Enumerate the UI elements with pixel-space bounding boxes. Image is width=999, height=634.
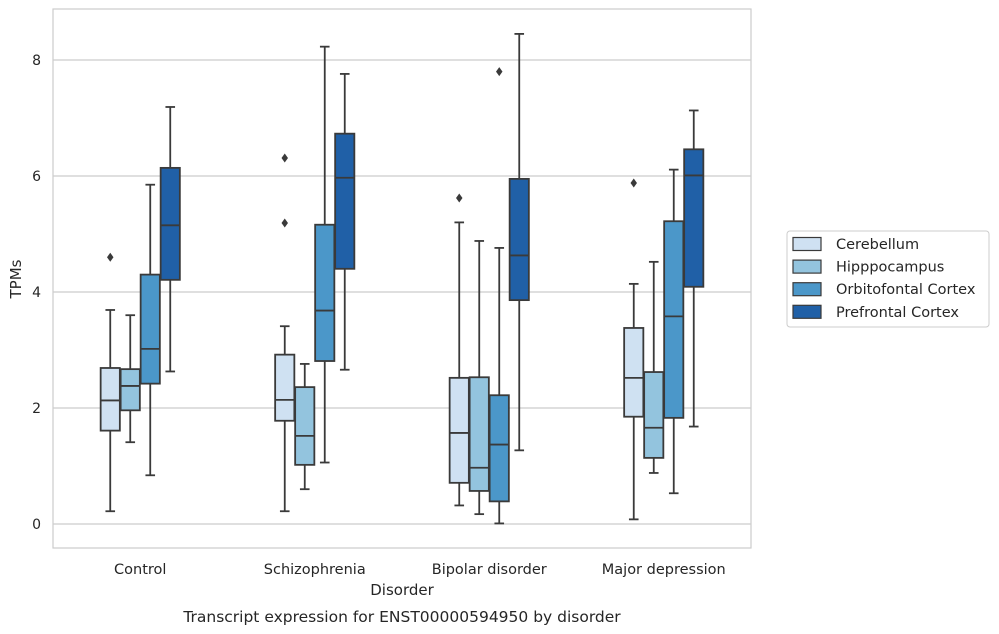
outlier-point (281, 218, 288, 228)
box-body (314, 223, 336, 362)
box-2-1 (468, 240, 490, 516)
box-3-2 (663, 168, 685, 495)
box-0-2 (139, 183, 161, 477)
box-2-0 (448, 193, 470, 507)
legend-swatch (792, 304, 822, 319)
y-axis-label: TPMs (7, 259, 25, 299)
legend-label: Cerebellum (836, 237, 919, 253)
outlier-point (630, 178, 637, 188)
box-body (643, 371, 665, 459)
x-axis-ticks: Control Schizophrenia Bipolar disorder Majo… (114, 562, 726, 578)
y-tick-label: 0 (32, 517, 41, 533)
box-1-2 (314, 45, 336, 464)
box-0-1 (119, 314, 141, 444)
box-2-3 (508, 33, 530, 452)
box-0-3 (159, 106, 181, 373)
x-axis-label: Disorder (370, 581, 434, 599)
legend-swatch (792, 236, 822, 252)
box-1-3 (334, 73, 356, 371)
outlier-point (107, 252, 114, 262)
y-axis-ticks: 0 2 4 6 8 (32, 53, 41, 533)
box-1-0 (274, 153, 296, 513)
box-body (274, 353, 296, 422)
plot-frame (52, 8, 752, 549)
y-tick-label: 4 (32, 285, 41, 301)
box-body (468, 376, 490, 492)
x-tick-label: Schizophrenia (264, 562, 366, 578)
box-body (139, 273, 161, 385)
y-tick-label: 8 (32, 53, 41, 69)
legend-label: Hipppocampus (836, 260, 944, 276)
box-body (334, 132, 356, 270)
box-body (119, 368, 141, 412)
legend-frame (786, 230, 990, 328)
box-1-1 (294, 363, 316, 491)
legend-label: Prefrontal Cortex (836, 305, 959, 321)
box-body (663, 220, 685, 419)
y-tick-label: 2 (32, 401, 41, 417)
box-body (623, 327, 645, 418)
box-body (508, 177, 530, 302)
boxes-layer (99, 33, 705, 525)
box-body (448, 376, 470, 484)
outlier-point (281, 153, 288, 163)
box-3-3 (683, 109, 705, 428)
x-tick-label: Major depression (602, 562, 726, 578)
legend-label: Orbitofontal Cortex (836, 282, 976, 298)
box-body (683, 148, 705, 288)
outlier-point (456, 193, 463, 203)
legend: Cerebellum Hipppocampus Orbitofontal Corte… (786, 230, 990, 328)
box-body (488, 394, 510, 503)
x-tick-label: Bipolar disorder (432, 562, 547, 578)
box-body (159, 166, 181, 281)
outlier-point (496, 67, 503, 77)
y-tick-label: 6 (32, 169, 41, 185)
box-body (99, 367, 121, 432)
x-tick-label: Control (114, 562, 166, 578)
legend-swatch (792, 259, 822, 274)
box-body (294, 386, 316, 466)
box-3-0 (623, 178, 645, 521)
chart-caption: Transcript expression for ENST0000059495… (182, 608, 621, 626)
box-2-2 (488, 67, 510, 525)
box-3-1 (643, 260, 665, 474)
legend-swatch (792, 282, 822, 297)
